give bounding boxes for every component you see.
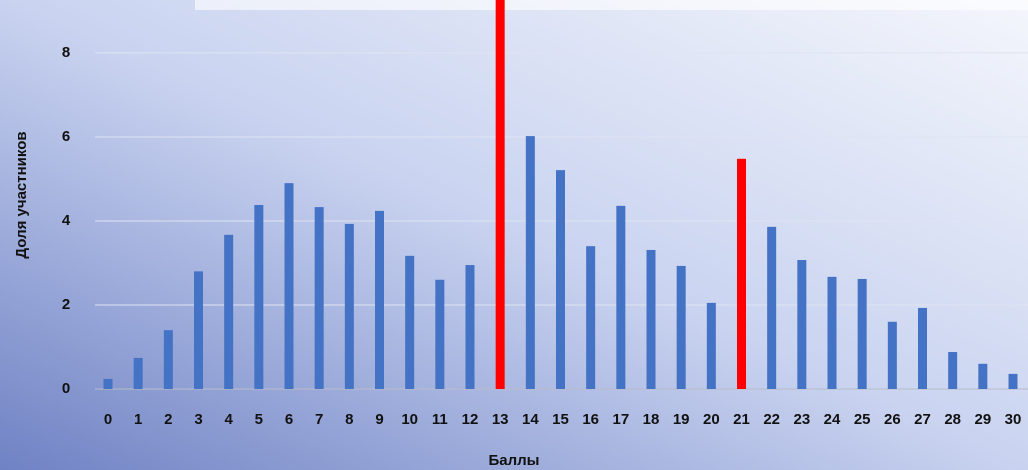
bar xyxy=(495,0,505,390)
x-tick-label: 10 xyxy=(401,411,418,428)
x-tick-label: 25 xyxy=(854,411,871,428)
x-tick-label: 24 xyxy=(824,411,841,428)
cropped-title-strip xyxy=(195,0,1028,10)
bar xyxy=(556,170,565,389)
bar xyxy=(435,279,445,389)
bar xyxy=(646,249,656,389)
x-tick-label: 18 xyxy=(643,411,660,428)
bar xyxy=(676,265,686,389)
x-tick-label: 16 xyxy=(582,411,599,428)
x-tick-label: 4 xyxy=(224,411,233,428)
bar xyxy=(194,271,203,389)
bar xyxy=(103,378,113,389)
bar xyxy=(405,255,415,389)
x-tick-label: 5 xyxy=(255,411,263,428)
x-tick-label: 6 xyxy=(285,411,293,428)
x-tick-label: 15 xyxy=(552,411,569,428)
x-tick-label: 22 xyxy=(763,411,780,428)
y-tick-label: 8 xyxy=(62,44,70,61)
x-tick-label: 26 xyxy=(884,411,901,428)
bar xyxy=(706,302,716,389)
x-tick-label: 11 xyxy=(432,411,448,428)
x-tick-label: 7 xyxy=(315,411,323,428)
bar xyxy=(737,158,746,389)
x-tick-label: 19 xyxy=(673,411,690,428)
y-tick-label: 0 xyxy=(62,380,70,397)
x-tick-label: 29 xyxy=(974,411,991,428)
bar xyxy=(224,234,234,389)
x-axis-label: Баллы xyxy=(489,452,540,469)
x-tick-label: 1 xyxy=(134,411,142,428)
bar xyxy=(586,246,596,389)
bar xyxy=(163,330,173,389)
bar xyxy=(375,210,384,389)
x-tick-label: 3 xyxy=(194,411,202,428)
bar xyxy=(254,205,264,389)
x-tick-label: 0 xyxy=(104,411,112,428)
y-axis-label: Доля участников xyxy=(13,131,30,258)
bar xyxy=(948,352,958,389)
x-tick-label: 14 xyxy=(522,411,539,428)
bar xyxy=(465,265,475,389)
bar xyxy=(616,205,626,389)
y-tick-label: 6 xyxy=(62,128,70,145)
x-tick-label: 12 xyxy=(462,411,479,428)
bar xyxy=(918,307,927,389)
y-tick-label: 4 xyxy=(62,212,71,229)
x-tick-label: 2 xyxy=(164,411,172,428)
bar xyxy=(827,276,837,389)
x-tick-label: 28 xyxy=(944,411,961,428)
bar xyxy=(314,207,324,389)
x-tick-label: 30 xyxy=(1005,411,1022,428)
x-tick-label: 23 xyxy=(793,411,810,428)
x-tick-label: 13 xyxy=(492,411,509,428)
x-tick-label: 27 xyxy=(914,411,931,428)
y-tick-label: 2 xyxy=(62,296,70,313)
bar xyxy=(797,260,807,389)
x-tick-label: 21 xyxy=(733,411,750,428)
plot-area xyxy=(95,0,1028,390)
bar xyxy=(284,183,294,389)
bar xyxy=(857,278,867,389)
x-tick-label: 8 xyxy=(345,411,353,428)
bar xyxy=(133,357,143,389)
x-tick-label: 9 xyxy=(375,411,383,428)
bar xyxy=(1008,373,1018,389)
bar xyxy=(344,223,354,389)
x-tick-label: 17 xyxy=(612,411,629,428)
x-tick-label: 20 xyxy=(703,411,720,428)
bar xyxy=(767,226,777,389)
bar xyxy=(525,136,535,389)
bar xyxy=(978,363,988,389)
bar xyxy=(887,321,897,389)
